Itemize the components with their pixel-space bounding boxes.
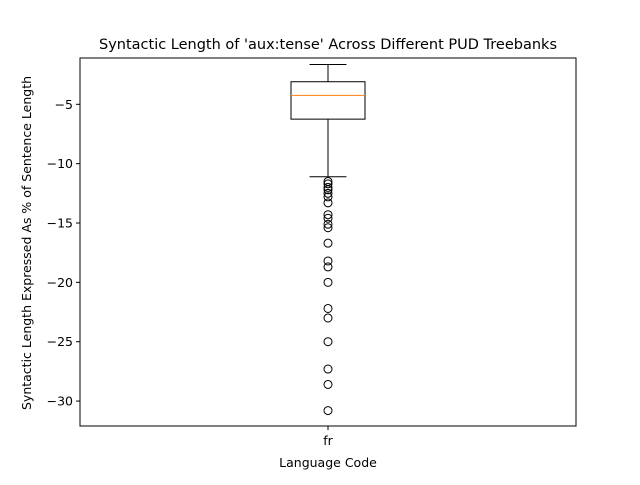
y-axis-label: Syntactic Length Expressed As % of Sente… bbox=[19, 76, 34, 410]
y-tick-label: −5 bbox=[55, 97, 73, 112]
y-tick-label: −15 bbox=[47, 216, 73, 231]
x-axis-label: Language Code bbox=[279, 455, 377, 470]
outlier-point bbox=[323, 364, 333, 374]
outlier-point bbox=[323, 262, 333, 272]
x-tick-label: fr bbox=[323, 433, 333, 448]
outlier-point bbox=[323, 188, 333, 198]
outlier-point bbox=[323, 179, 333, 189]
outlier-point bbox=[323, 406, 333, 416]
chart-marks bbox=[290, 64, 366, 416]
outlier-point bbox=[323, 192, 333, 202]
outlier-point bbox=[323, 223, 333, 233]
outlier-point bbox=[323, 185, 333, 195]
outlier-point bbox=[323, 238, 333, 248]
outlier-point bbox=[323, 256, 333, 266]
chart-title: Syntactic Length of 'aux:tense' Across D… bbox=[99, 37, 557, 53]
plot-area bbox=[79, 57, 577, 427]
outlier-point bbox=[323, 219, 333, 229]
y-tick-label: −20 bbox=[47, 275, 73, 290]
outlier-point bbox=[323, 277, 333, 287]
y-tick-label: −30 bbox=[47, 394, 73, 409]
outlier-point bbox=[323, 337, 333, 347]
outlier-point bbox=[323, 313, 333, 323]
outlier-point bbox=[323, 213, 333, 223]
outlier-point bbox=[323, 182, 333, 192]
outlier-point bbox=[323, 303, 333, 313]
iqr-box bbox=[290, 81, 366, 120]
outlier-point bbox=[323, 210, 333, 220]
outlier-point bbox=[323, 379, 333, 389]
chart-axes: −30 −25 −20 −15 −10 −5 fr bbox=[47, 97, 334, 448]
y-tick-label: −10 bbox=[47, 156, 73, 171]
y-tick-label: −25 bbox=[47, 334, 73, 349]
outlier-point bbox=[323, 198, 333, 208]
